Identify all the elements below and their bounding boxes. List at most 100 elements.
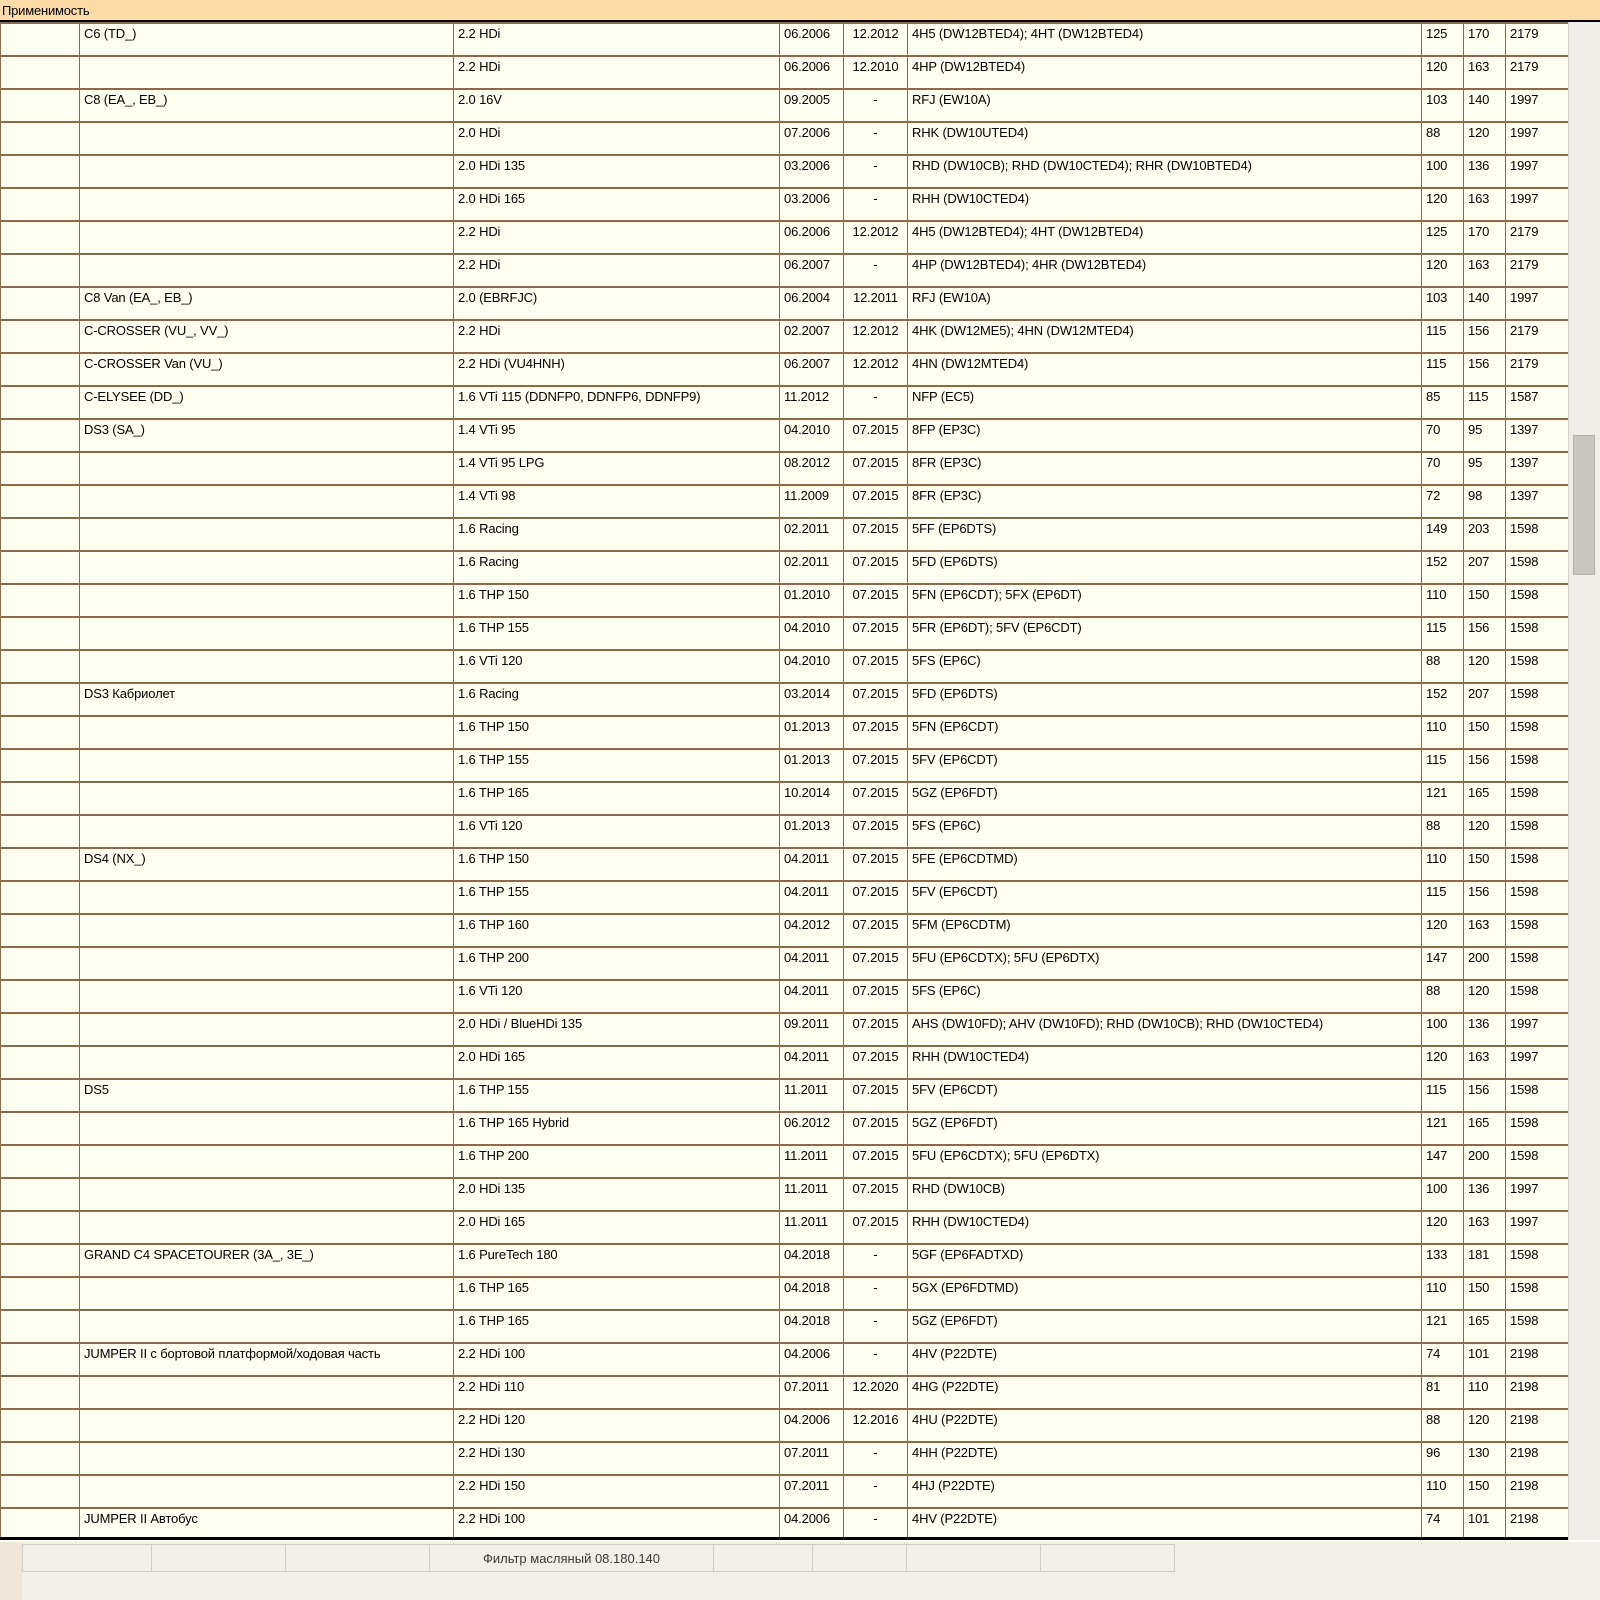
cell-engine: 2.2 HDi (VU4HNH)	[453, 352, 780, 387]
cell-hp: 120	[1463, 1408, 1506, 1443]
table-row[interactable]: DS5 1.6 THP 155 11.2011 07.2015 5FV (EP6CDT)…	[0, 1078, 1568, 1113]
table-row[interactable]: 2.0 HDi 165 03.2006- RHH (DW10CTED4) 120 163…	[0, 187, 1568, 222]
cell-kw: 115	[1421, 880, 1464, 915]
cell-brand	[0, 979, 80, 1014]
table-row[interactable]: C6 (TD_) 2.2 HDi 06.2006 12.2012 4H5 (DW12BT…	[0, 22, 1568, 57]
table-row[interactable]: 2.0 HDi 165 11.2011 07.2015 RHH (DW10CTED4)…	[0, 1210, 1568, 1245]
cell-kw: 121	[1421, 1111, 1464, 1146]
cell-engine: 2.2 HDi	[453, 220, 780, 255]
table-row[interactable]: 1.6 THP 160 04.2012 07.2015 5FM (EP6CDTM) 12…	[0, 913, 1568, 948]
cell-date-to: 07.2015	[843, 847, 908, 882]
table-row[interactable]: 1.6 Racing 02.2011 07.2015 5FF (EP6DTS) 149 2…	[0, 517, 1568, 552]
table-row[interactable]: 1.6 THP 155 04.2010 07.2015 5FR (EP6DT); 5F…	[0, 616, 1568, 651]
cell-model	[79, 1144, 454, 1179]
vertical-scrollbar[interactable]	[1568, 22, 1600, 1540]
table-row[interactable]: 1.6 THP 155 01.2013 07.2015 5FV (EP6CDT) 115…	[0, 748, 1568, 783]
cell-engine: 1.6 THP 160	[453, 913, 780, 948]
table-row[interactable]: 2.2 HDi 120 04.2006 12.2016 4HU (P22DTE) 88 1…	[0, 1408, 1568, 1443]
table-row[interactable]: C8 (EA_, EB_) 2.0 16V 09.2005- RFJ (EW10A) 1…	[0, 88, 1568, 123]
cell-engine: 2.0 HDi 135	[453, 1177, 780, 1212]
table-row[interactable]: 1.6 VTi 120 04.2010 07.2015 5FS (EP6C) 88 120…	[0, 649, 1568, 684]
table-row[interactable]: DS3 (SA_) 1.4 VTi 95 04.2010 07.2015 8FP (EP…	[0, 418, 1568, 453]
table-row[interactable]: C8 Van (EA_, EB_) 2.0 (EBRFJC) 06.2004 12.2…	[0, 286, 1568, 321]
table-row[interactable]: JUMPER II Автобус 2.2 HDi 100 04.2006-4HV …	[0, 1507, 1568, 1537]
cell-engine-code: 5FS (EP6C)	[907, 814, 1422, 849]
table-row[interactable]: 2.0 HDi / BlueHDi 135 09.2011 07.2015 AHS (…	[0, 1012, 1568, 1047]
scrollbar-thumb[interactable]	[1573, 435, 1595, 575]
cell-kw: 115	[1421, 616, 1464, 651]
cell-displacement: 2179	[1505, 253, 1568, 288]
cell-engine: 1.6 THP 200	[453, 1144, 780, 1179]
table-row[interactable]: DS3 Кабриолет 1.6 Racing 03.2014 07.2015 5FD…	[0, 682, 1568, 717]
table-row[interactable]: 1.6 VTi 120 04.2011 07.2015 5FS (EP6C) 88 120…	[0, 979, 1568, 1014]
table-row[interactable]: 2.0 HDi 135 11.2011 07.2015 RHD (DW10CB) 100…	[0, 1177, 1568, 1212]
cell-engine-code: 8FP (EP3C)	[907, 418, 1422, 453]
table-row[interactable]: 1.6 THP 200 11.2011 07.2015 5FU (EP6CDTX); …	[0, 1144, 1568, 1179]
cell-displacement: 1598	[1505, 649, 1568, 684]
table-row[interactable]: 2.2 HDi 130 07.2011-4HH (P22DTE) 96 130 2198…	[0, 1441, 1568, 1476]
table-row[interactable]: 1.4 VTi 98 11.2009 07.2015 8FR (EP3C) 72 98 13…	[0, 484, 1568, 519]
table-row[interactable]: C-CROSSER (VU_, VV_) 2.2 HDi 02.2007 12.201…	[0, 319, 1568, 354]
cell-model	[79, 616, 454, 651]
table-row[interactable]: 2.0 HDi 165 04.2011 07.2015 RHH (DW10CTED4)…	[0, 1045, 1568, 1080]
cell-hp: 170	[1463, 220, 1506, 255]
cell-brand	[0, 583, 80, 618]
cell-engine-code: 5FD (EP6DTS)	[907, 682, 1422, 717]
table-row[interactable]: 2.2 HDi 06.2006 12.2012 4H5 (DW12BTED4); 4H…	[0, 220, 1568, 255]
cell-kw: 110	[1421, 583, 1464, 618]
cell-model	[79, 913, 454, 948]
cell-engine-code: 4HJ (P22DTE)	[907, 1474, 1422, 1509]
table-row[interactable]: 2.0 HDi 135 03.2006- RHD (DW10CB); RHD (DW…	[0, 154, 1568, 189]
table-row[interactable]: 1.6 THP 150 01.2013 07.2015 5FN (EP6CDT) 110…	[0, 715, 1568, 750]
table-row[interactable]: JUMPER II с бортовой платформой/ходовая …	[0, 1342, 1568, 1377]
table-row[interactable]: 1.6 THP 155 04.2011 07.2015 5FV (EP6CDT) 115…	[0, 880, 1568, 915]
footer-area: Фильтр масляный 08.180.140	[0, 1542, 1600, 1600]
table-row[interactable]: C-CROSSER Van (VU_) 2.2 HDi (VU4HNH) 06.20…	[0, 352, 1568, 387]
cell-displacement: 1997	[1505, 1210, 1568, 1245]
table-row[interactable]: DS4 (NX_) 1.6 THP 150 04.2011 07.2015 5FE (E…	[0, 847, 1568, 882]
table-row[interactable]: GRAND C4 SPACETOURER (3A_, 3E_) 1.6 PureT…	[0, 1243, 1568, 1278]
cell-date-to: 12.2012	[843, 220, 908, 255]
table-row[interactable]: 1.6 Racing 02.2011 07.2015 5FD (EP6DTS) 152 2…	[0, 550, 1568, 585]
cell-date-to: 12.2016	[843, 1408, 908, 1443]
cell-kw: 121	[1421, 1309, 1464, 1344]
cell-date-from: 06.2007	[779, 253, 844, 288]
table-row[interactable]: 1.6 THP 150 01.2010 07.2015 5FN (EP6CDT); 5…	[0, 583, 1568, 618]
table-row[interactable]: 1.6 VTi 120 01.2013 07.2015 5FS (EP6C) 88 120…	[0, 814, 1568, 849]
cell-kw: 110	[1421, 1474, 1464, 1509]
cell-engine-code: 4H5 (DW12BTED4); 4HT (DW12BTED4)	[907, 22, 1422, 57]
table-viewport[interactable]: C6 (TD_) 2.2 HDi 06.2006 12.2012 4H5 (DW12BT…	[0, 22, 1568, 1540]
table-row[interactable]: 2.2 HDi 06.2007-4HP (DW12BTED4); 4HR (DW1…	[0, 253, 1568, 288]
cell-engine-code: 5FM (EP6CDTM)	[907, 913, 1422, 948]
table-row[interactable]: 1.6 THP 165 Hybrid 06.2012 07.2015 5GZ (EP6…	[0, 1111, 1568, 1146]
table-row[interactable]: 2.2 HDi 150 07.2011-4HJ (P22DTE) 110 150 219…	[0, 1474, 1568, 1509]
table-row[interactable]: 1.6 THP 165 10.2014 07.2015 5GZ (EP6FDT) 121…	[0, 781, 1568, 816]
cell-brand	[0, 352, 80, 387]
cell-date-to: -	[843, 1243, 908, 1278]
cell-kw: 121	[1421, 781, 1464, 816]
table-row[interactable]: 1.6 THP 165 04.2018-5GX (EP6FDTMD) 110 150 1…	[0, 1276, 1568, 1311]
cell-displacement: 1397	[1505, 418, 1568, 453]
cell-date-to: -	[843, 121, 908, 156]
table-row[interactable]: 1.6 THP 165 04.2018-5GZ (EP6FDT) 121 165 159…	[0, 1309, 1568, 1344]
cell-kw: 120	[1421, 253, 1464, 288]
cell-engine: 1.6 THP 165	[453, 1276, 780, 1311]
table-row[interactable]: C-ELYSEE (DD_) 1.6 VTi 115 (DDNFP0, DDNFP…	[0, 385, 1568, 420]
cell-kw: 70	[1421, 418, 1464, 453]
table-row[interactable]: 1.6 THP 200 04.2011 07.2015 5FU (EP6CDTX); …	[0, 946, 1568, 981]
cell-displacement: 2198	[1505, 1474, 1568, 1509]
cell-date-from: 04.2011	[779, 1045, 844, 1080]
cell-displacement: 1397	[1505, 451, 1568, 486]
table-row[interactable]: 2.2 HDi 06.2006 12.2010 4HP (DW12BTED4) 120 1…	[0, 55, 1568, 90]
cell-engine: 1.4 VTi 98	[453, 484, 780, 519]
table-row[interactable]: 2.2 HDi 110 07.2011 12.2020 4HG (P22DTE) 81 1…	[0, 1375, 1568, 1410]
cell-engine-code: 4HP (DW12BTED4)	[907, 55, 1422, 90]
applicability-table: C6 (TD_) 2.2 HDi 06.2006 12.2012 4H5 (DW12BT…	[0, 22, 1568, 1537]
cell-date-to: 07.2015	[843, 1078, 908, 1113]
cell-engine-code: RHD (DW10CB); RHD (DW10CTED4); RHR (DW10…	[907, 154, 1422, 189]
cell-kw: 120	[1421, 913, 1464, 948]
cell-hp: 115	[1463, 385, 1506, 420]
footer-cell-1	[22, 1544, 152, 1572]
table-row[interactable]: 1.4 VTi 95 LPG 08.2012 07.2015 8FR (EP3C) 70…	[0, 451, 1568, 486]
